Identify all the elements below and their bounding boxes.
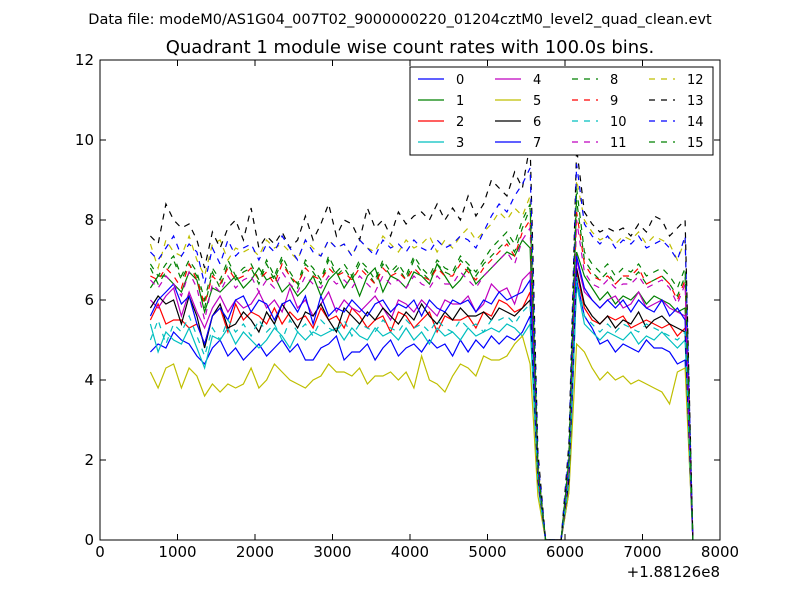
series-layer	[149, 143, 694, 540]
series-line-0	[149, 279, 694, 540]
x-tick-label: 3000	[313, 543, 351, 561]
legend-label-6: 6	[533, 115, 541, 130]
x-tick-label: 4000	[391, 543, 429, 561]
x-tick-label: 7000	[623, 543, 661, 561]
legend-label-7: 7	[533, 136, 541, 151]
legend-label-12: 12	[687, 73, 704, 88]
y-tick-label: 12	[75, 51, 94, 69]
figure-suptitle: Data file: modeM0/AS1G04_007T02_90000002…	[88, 12, 712, 28]
legend-label-13: 13	[687, 94, 704, 109]
series-line-11	[149, 219, 694, 540]
x-tick-label: 0	[95, 543, 105, 561]
series-line-14	[149, 163, 694, 540]
series-line-15	[149, 187, 694, 540]
legend-label-4: 4	[533, 73, 541, 88]
chart-title: Quadrant 1 module wise count rates with …	[166, 37, 655, 58]
series-line-10	[149, 275, 694, 540]
series-line-5	[149, 334, 694, 540]
series-line-12	[149, 179, 694, 540]
legend-label-2: 2	[456, 115, 464, 130]
legend-label-15: 15	[687, 136, 704, 151]
legend-label-11: 11	[610, 136, 627, 151]
x-tick-label: 5000	[468, 543, 506, 561]
y-tick-label: 2	[84, 451, 94, 469]
x-tick-label: 6000	[546, 543, 584, 561]
series-line-3	[149, 283, 694, 540]
series-line-7	[149, 255, 694, 540]
x-offset-label: +1.88126e8	[627, 563, 720, 581]
series-line-13	[149, 143, 694, 540]
y-tick-label: 4	[84, 371, 94, 389]
legend-label-3: 3	[456, 136, 464, 151]
x-tick-label: 2000	[236, 543, 274, 561]
series-line-1	[149, 238, 694, 540]
y-tick-label: 0	[84, 531, 94, 549]
ticks-layer: 0 1000 2000 3000 4000 5000 6000 7000 80000246810…	[75, 51, 739, 561]
legend-box	[409, 66, 714, 156]
legend-label-5: 5	[533, 94, 541, 109]
legend-label-10: 10	[610, 115, 627, 130]
series-line-6	[149, 267, 694, 540]
legend-label-9: 9	[610, 94, 618, 109]
x-tick-label: 8000	[701, 543, 739, 561]
y-tick-label: 10	[75, 131, 94, 149]
series-line-9	[150, 211, 694, 540]
x-tick-label: 1000	[158, 543, 196, 561]
y-tick-label: 8	[84, 211, 94, 229]
legend-label-14: 14	[687, 115, 704, 130]
legend-label-1: 1	[456, 94, 464, 109]
y-tick-label: 6	[84, 291, 94, 309]
legend-label-8: 8	[610, 73, 618, 88]
legend-label-0: 0	[456, 73, 464, 88]
